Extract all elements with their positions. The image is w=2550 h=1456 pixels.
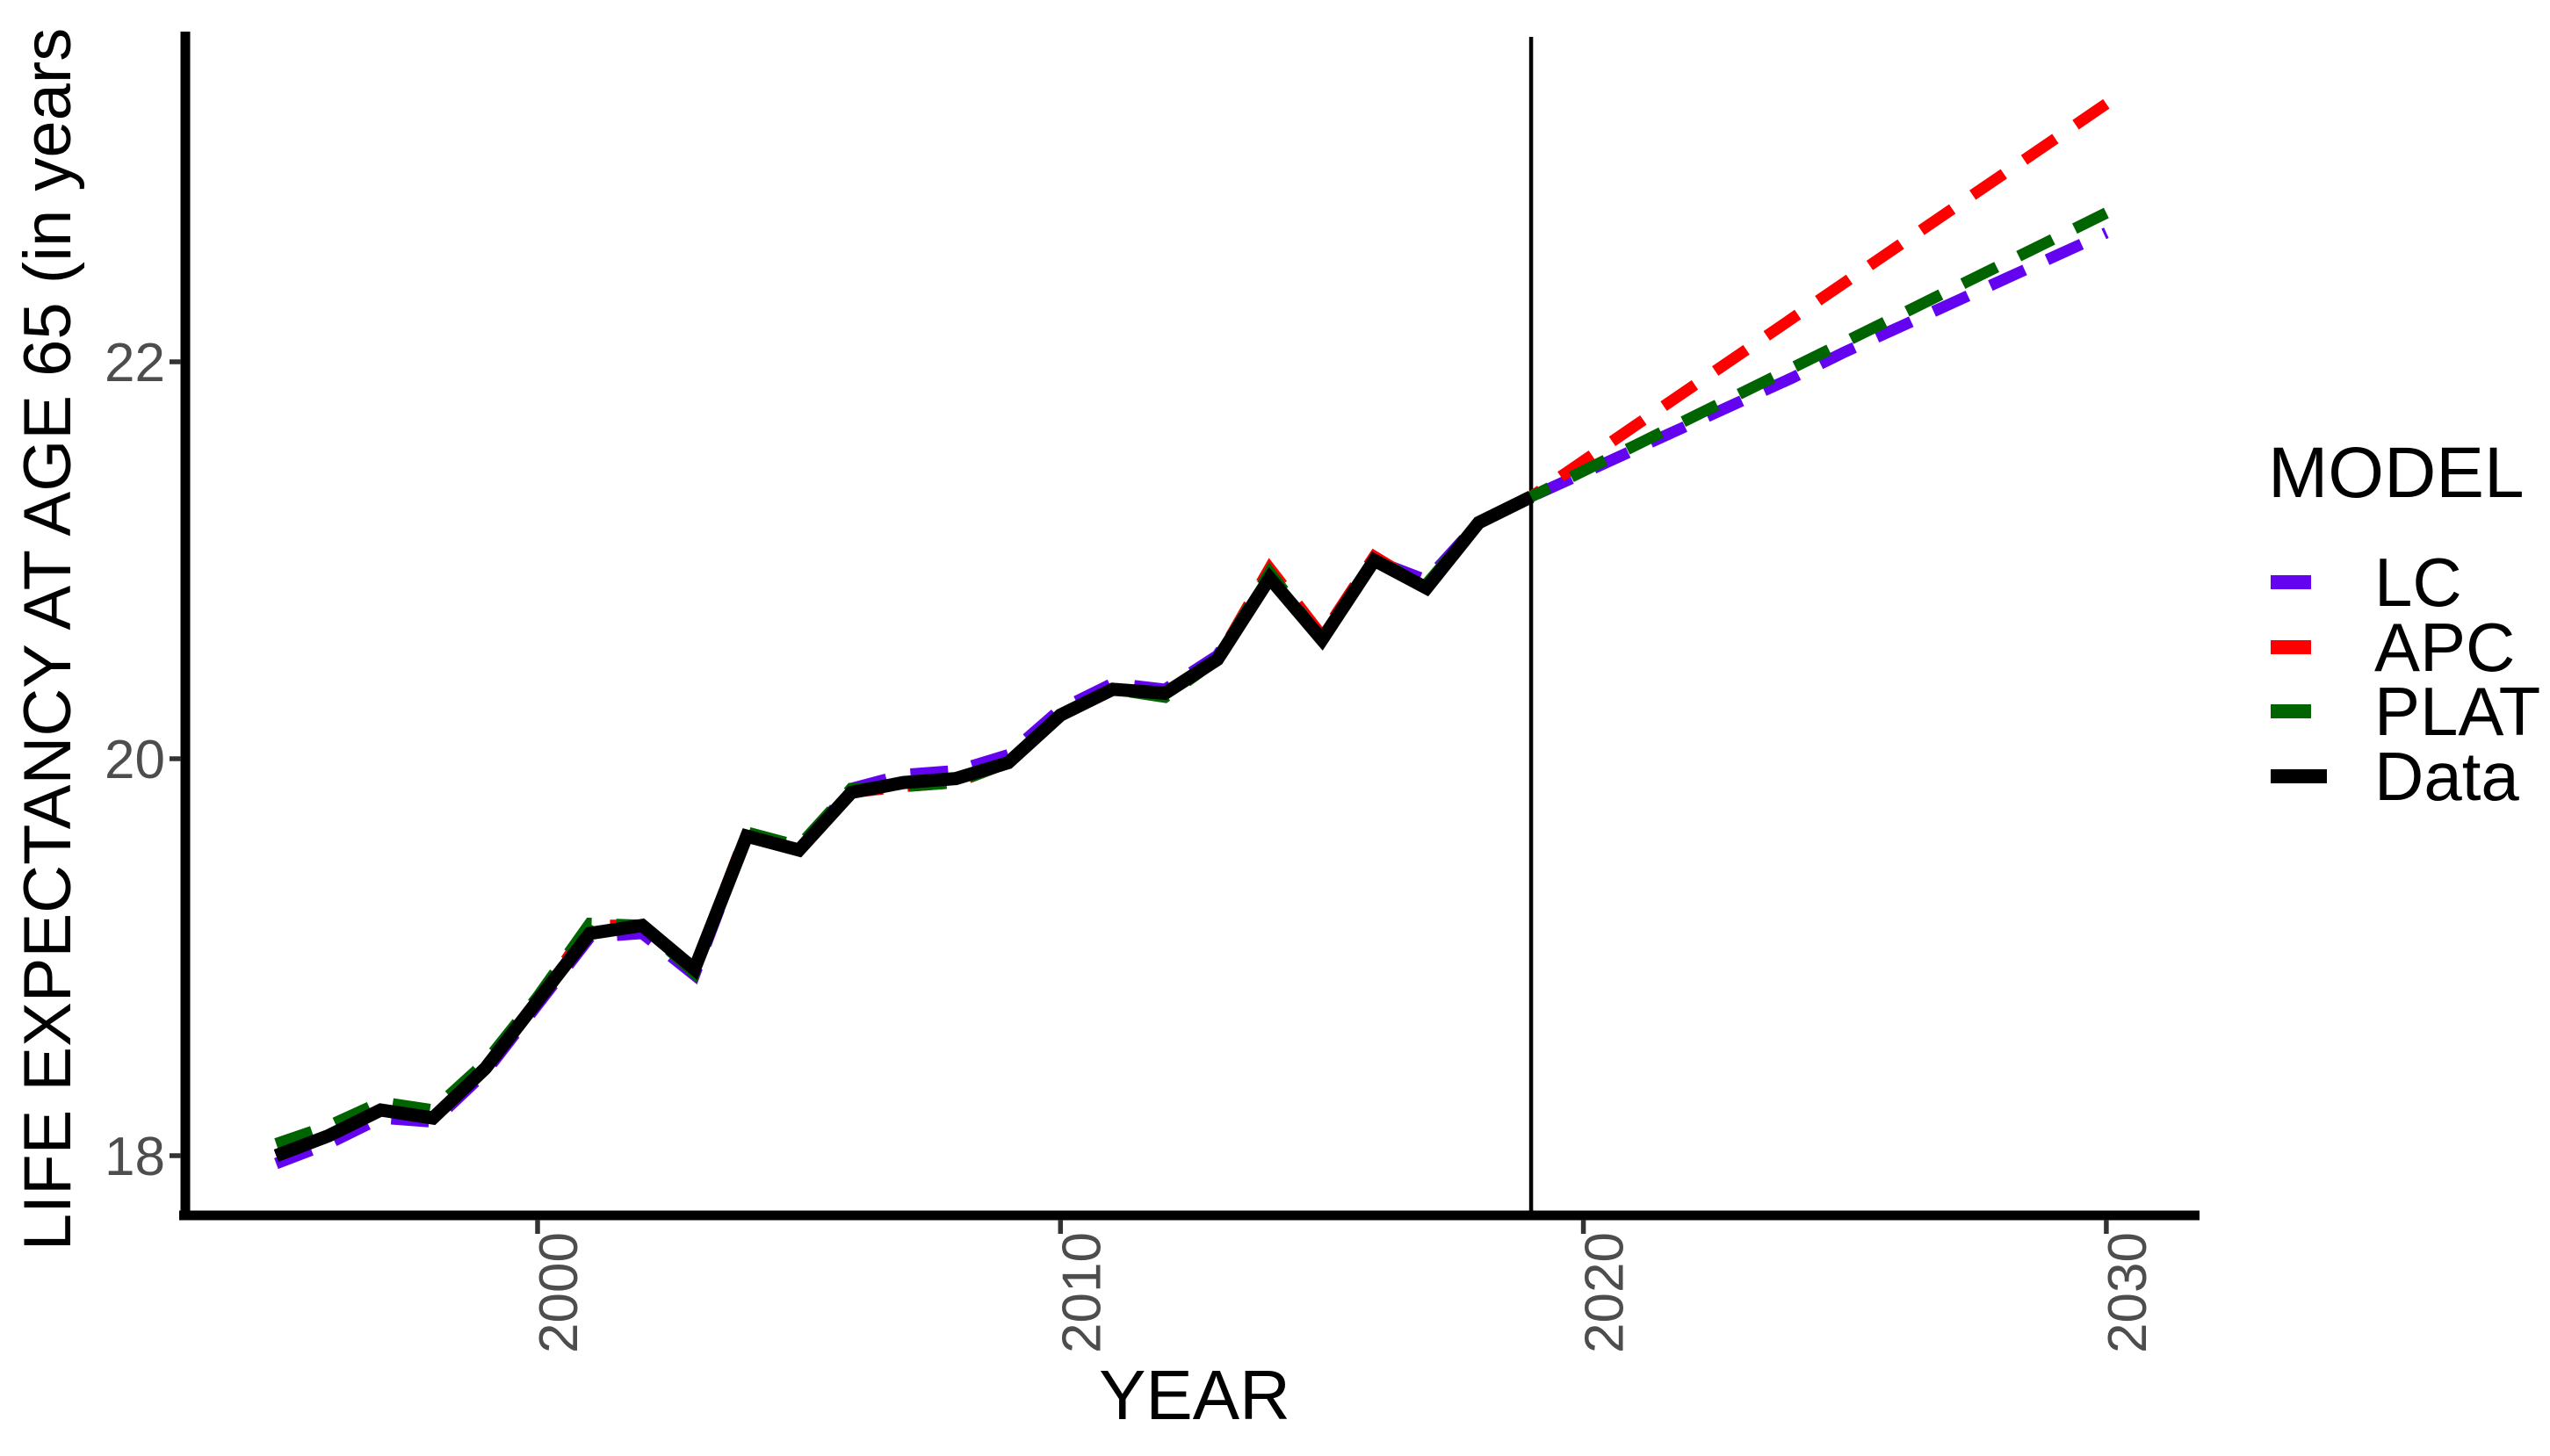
y-tick-label: 20 bbox=[105, 730, 165, 790]
legend-key-data bbox=[2271, 769, 2327, 783]
legend-label-data: Data bbox=[2374, 738, 2519, 815]
legend-key-lc bbox=[2271, 575, 2311, 589]
x-tick-label: 2020 bbox=[1575, 1232, 1636, 1353]
y-axis-title: LIFE EXPECTANCY AT AGE 65 (in years bbox=[11, 28, 85, 1251]
x-tick-label: 2000 bbox=[529, 1232, 589, 1353]
series-line-apc bbox=[274, 98, 2110, 1162]
y-tick-label: 18 bbox=[105, 1127, 165, 1187]
legend-title: MODEL bbox=[2268, 433, 2525, 513]
legend-key-plat bbox=[2271, 704, 2311, 718]
legend: MODEL LC APC PLAT Data bbox=[2249, 413, 2550, 825]
x-tick-label: 2030 bbox=[2098, 1232, 2158, 1353]
y-tick-label: 22 bbox=[105, 333, 165, 393]
legend-label-lc: LC bbox=[2374, 544, 2462, 621]
x-axis-title: YEAR bbox=[1099, 1356, 1290, 1434]
legend-label-apc: APC bbox=[2374, 609, 2516, 686]
legend-label-plat: PLAT bbox=[2374, 673, 2541, 750]
legend-key-apc bbox=[2271, 640, 2311, 654]
series-line-lc bbox=[274, 227, 2109, 1170]
series-line-data bbox=[273, 490, 1535, 1163]
x-tick-label: 2010 bbox=[1051, 1232, 1112, 1353]
